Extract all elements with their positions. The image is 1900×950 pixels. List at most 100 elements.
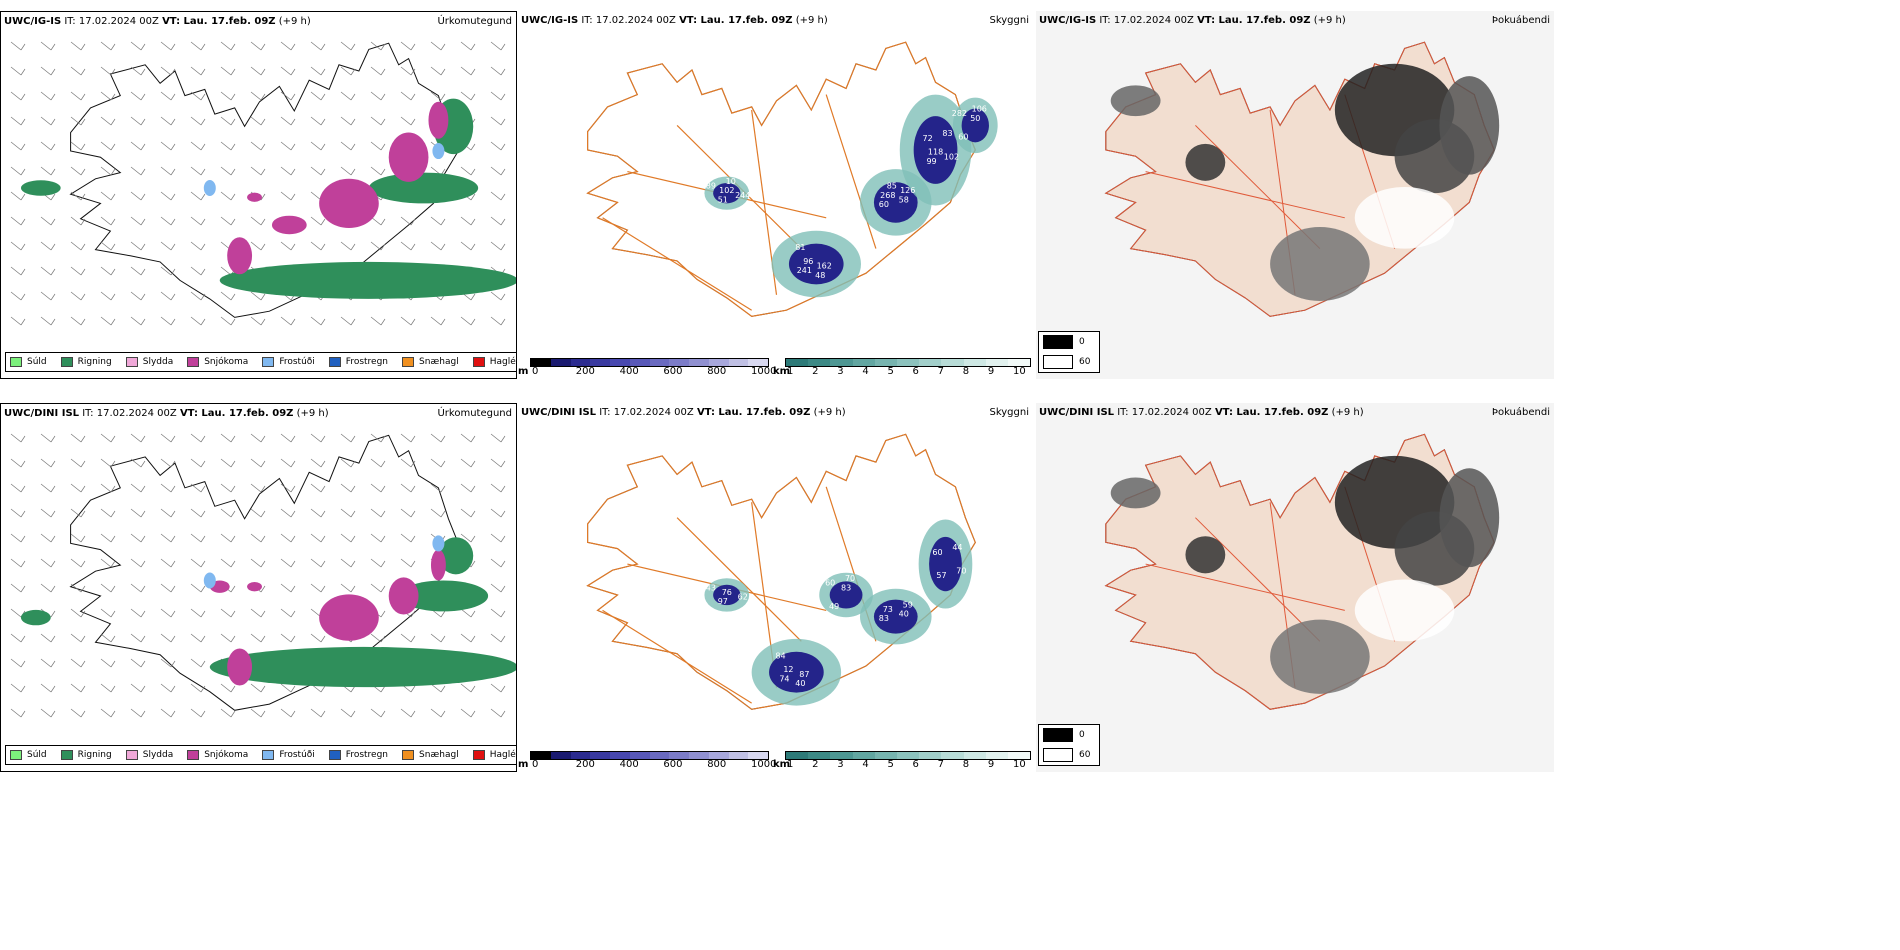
precip-type-panel-top: UWC/IG-IS IT: 17.02.2024 00Z VT: Lau. 17… [0,11,517,379]
visibility-value: 282 [952,109,967,118]
visibility-value: 126 [900,186,915,195]
legend-item: Snæhagl [402,750,459,760]
panel-header: UWC/DINI ISL IT: 17.02.2024 00Z VT: Lau.… [1039,407,1364,418]
visibility-value: 10 [726,177,736,186]
fog-panel-top: UWC/IG-IS IT: 17.02.2024 00Z VT: Lau. 17… [1036,11,1554,379]
fog-area [1110,455,1500,694]
visibility-value: 85 [887,182,897,191]
low-visibility-area [704,94,998,298]
legend-swatch [10,357,22,367]
visibility-value: 60 [879,200,889,209]
visibility-value: 44 [952,543,962,552]
visibility-value: 51 [718,195,728,204]
visibility-value: 83 [841,583,851,592]
fog-map-top [1036,11,1554,379]
legend-swatch [328,357,341,367]
legend-label: Súld [27,357,47,367]
legend-swatch [60,750,73,760]
legend-label: Snjókoma [204,750,249,760]
visibility-value: 241 [797,266,812,275]
legend-swatch [328,750,341,760]
visibility-value: 118 [928,148,943,157]
legend-label: Rigning [77,357,112,367]
panel-header: UWC/IG-IS IT: 17.02.2024 00Z VT: Lau. 17… [1039,15,1346,26]
visibility-value: 84 [775,651,785,660]
visibility-value: 83 [942,129,952,138]
visibility-value: 40 [795,679,805,688]
field-name: Úrkomutegund [437,408,512,419]
legend-swatch [187,750,200,760]
visibility-value: 58 [899,195,909,204]
visibility-value: 60 [825,579,835,588]
visibility-panel-top: 81 60 72 51 50 48 58 83 244 282 241 268 99 102 106 162 1… [518,11,1035,379]
snow-area [227,101,449,275]
visibility-value: 49 [829,602,839,611]
fog-map-bottom [1036,403,1554,772]
precip-legend: Súld Rigning Slydda Snjókoma Frostúði Frostre… [5,745,517,765]
fog-legend: 0 60 [1038,331,1100,373]
legend-label: Haglél [489,357,517,367]
legend-label: Haglél [489,750,517,760]
legend-item: Slydda [125,357,174,367]
visibility-value: 57 [936,571,946,580]
visibility-value: 72 [922,134,932,143]
precip-map-bottom [10,433,516,718]
legend-label: Súld [27,750,47,760]
visibility-value: 70 [845,574,855,583]
visibility-colorbar: km 1 2 3 4 5 6 7 8 9 10 [773,358,1035,377]
legend-swatch [125,750,138,760]
rain-area [20,537,516,688]
coastline [69,42,459,318]
visibility-value: 43 [706,583,716,592]
visibility-value: 87 [799,670,809,679]
panel-header: UWC/IG-IS IT: 17.02.2024 00Z VT: Lau. 17… [4,16,311,27]
legend-label: Slydda [142,357,174,367]
legend-label: Rigning [77,750,112,760]
cloud-base-colorbar: m 0 200 400 600 800 1000 [518,751,776,770]
legend-swatch [472,357,485,367]
coastline [69,434,459,711]
field-name: Úrkomutegund [437,16,512,27]
legend-item: Snjókoma [187,357,248,367]
legend-label: Slydda [142,750,174,760]
visibility-value: 83 [879,614,889,623]
legend-swatch [262,750,275,760]
legend-item: Frostregn [328,357,389,367]
fog-panel-bottom: UWC/DINI ISL IT: 17.02.2024 00Z VT: Lau.… [1036,403,1554,772]
legend-swatch [262,357,275,367]
field-name: Skyggni [989,407,1029,418]
panel-header: UWC/IG-IS IT: 17.02.2024 00Z VT: Lau. 17… [521,15,828,26]
visibility-map-bottom: 84 83 60 97 83 40 40 44 62 60 74 73 57 76 70 87 59 70 43 49… [586,433,976,710]
legend-swatch [472,750,485,760]
visibility-map-top: 81 60 72 51 50 48 58 83 244 282 241 268 99 102 106 162 1… [586,41,998,318]
visibility-value: 162 [817,262,832,271]
freezing-drizzle-area [203,535,445,589]
visibility-value: 70 [956,566,966,575]
snow-area [209,549,446,686]
legend-swatch [402,750,415,760]
visibility-value: 106 [972,105,987,114]
legend-label: Snjókoma [204,357,249,367]
precip-type-panel-bottom: UWC/DINI ISL IT: 17.02.2024 00Z VT: Lau.… [0,403,517,772]
panel-header: UWC/DINI ISL IT: 17.02.2024 00Z VT: Lau.… [521,407,846,418]
legend-item: Haglél [472,357,517,367]
legend-item: Súld [10,357,47,367]
legend-swatch [402,357,415,367]
visibility-value: 74 [779,674,789,683]
visibility-value: 97 [718,597,728,606]
visibility-value: 102 [719,186,734,195]
legend-swatch [10,750,22,760]
wind-barbs [10,41,506,326]
legend-label: Frostregn [345,357,389,367]
legend-item: Slydda [125,750,174,760]
fog-area [1110,63,1500,301]
fog-legend: 0 60 [1038,724,1100,766]
legend-item: Rigning [60,357,112,367]
low-visibility-area [704,519,973,706]
visibility-value: 81 [795,243,805,252]
field-name: Þokuábendi [1491,15,1550,26]
visibility-value: 62 [738,593,748,602]
visibility-value: 89 [706,182,716,191]
legend-label: Snæhagl [419,357,459,367]
legend-item: Rigning [60,750,112,760]
